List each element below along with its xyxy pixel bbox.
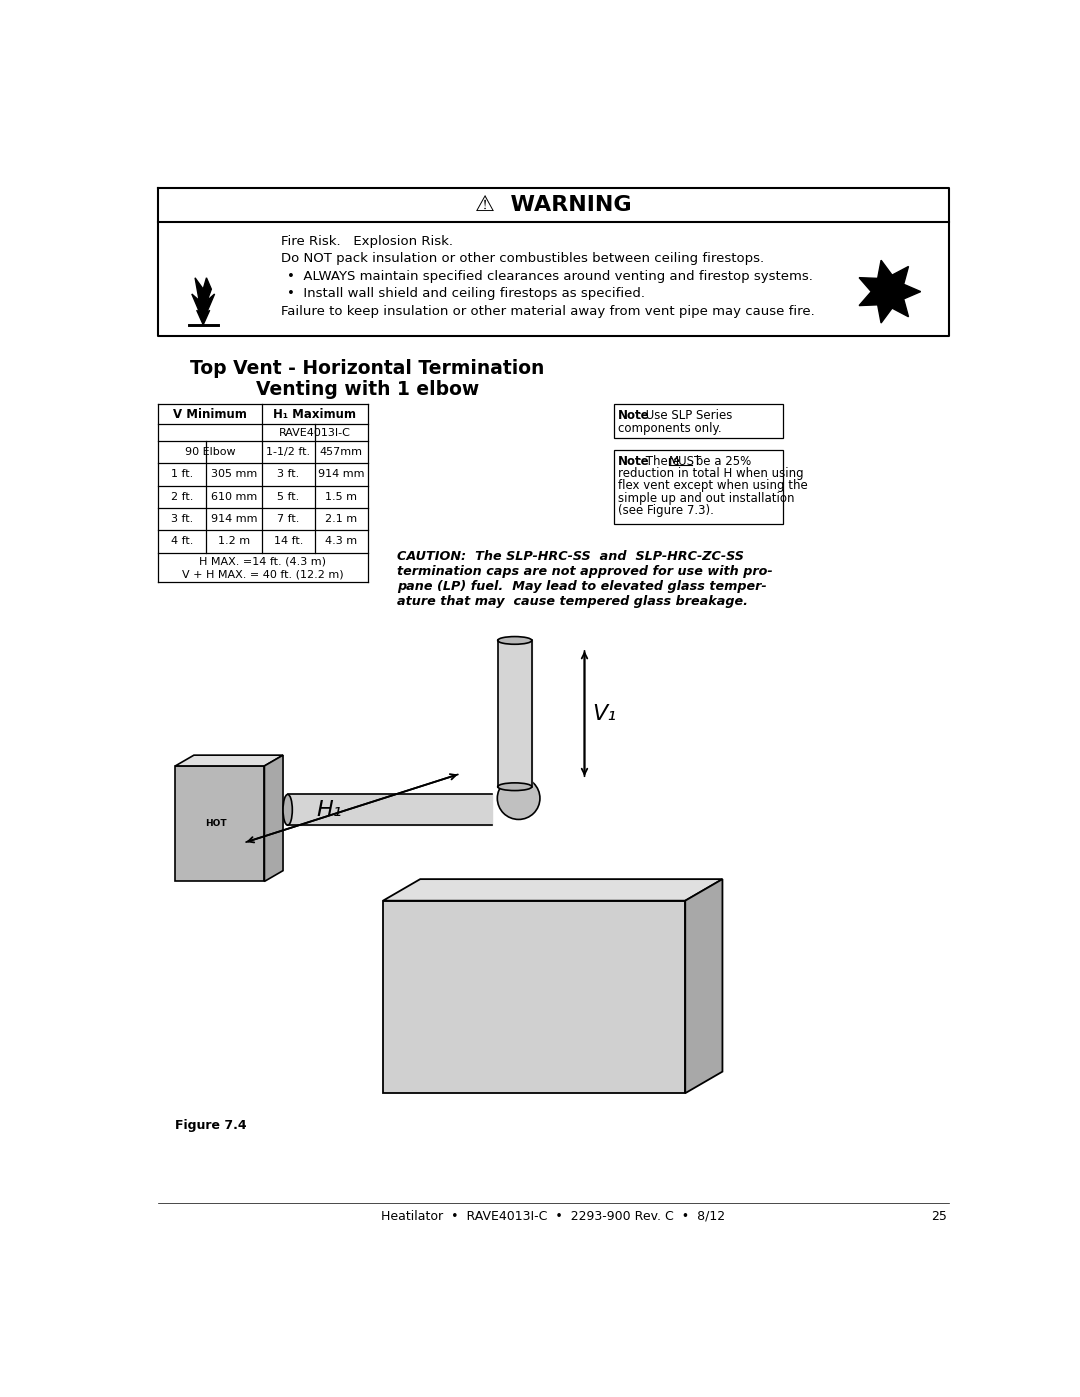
Text: HOT: HOT <box>205 819 227 828</box>
Text: Note: Note <box>618 455 649 468</box>
Text: 2 ft.: 2 ft. <box>171 492 193 502</box>
Text: : Use SLP Series: : Use SLP Series <box>638 409 732 422</box>
Text: Fire Risk.   Explosion Risk.: Fire Risk. Explosion Risk. <box>281 235 453 247</box>
Polygon shape <box>192 278 215 324</box>
Text: Failure to keep insulation or other material away from vent pipe may cause fire.: Failure to keep insulation or other mate… <box>281 306 814 319</box>
Text: Note: Note <box>618 409 649 422</box>
Text: Do NOT pack insulation or other combustibles between ceiling firestops.: Do NOT pack insulation or other combusti… <box>281 251 764 264</box>
Text: H₁ Maximum: H₁ Maximum <box>273 408 356 420</box>
Text: MUST: MUST <box>669 455 702 468</box>
Polygon shape <box>383 901 685 1094</box>
Text: reduction in total H when using: reduction in total H when using <box>618 467 804 481</box>
Ellipse shape <box>498 637 531 644</box>
Polygon shape <box>685 879 723 1094</box>
Text: 1 ft.: 1 ft. <box>171 469 193 479</box>
Text: •  Install wall shield and ceiling firestops as specified.: • Install wall shield and ceiling firest… <box>287 286 645 300</box>
Text: 14 ft.: 14 ft. <box>273 536 303 546</box>
Polygon shape <box>859 260 920 323</box>
Text: V + H MAX. = 40 ft. (12.2 m): V + H MAX. = 40 ft. (12.2 m) <box>183 569 343 580</box>
Ellipse shape <box>498 782 531 791</box>
Text: 3 ft.: 3 ft. <box>278 469 299 479</box>
Polygon shape <box>383 879 723 901</box>
Text: components only.: components only. <box>618 422 721 434</box>
Text: 914 mm: 914 mm <box>211 514 257 524</box>
Text: V Minimum: V Minimum <box>173 408 247 420</box>
Text: Heatilator  •  RAVE4013I-C  •  2293-900 Rev. C  •  8/12: Heatilator • RAVE4013I-C • 2293-900 Rev.… <box>381 1210 726 1222</box>
Text: : There: : There <box>638 455 684 468</box>
Text: 3 ft.: 3 ft. <box>171 514 193 524</box>
Text: •  ALWAYS maintain specified clearances around venting and firestop systems.: • ALWAYS maintain specified clearances a… <box>287 270 813 284</box>
Text: 1.5 m: 1.5 m <box>325 492 357 502</box>
Text: flex vent except when using the: flex vent except when using the <box>618 479 808 493</box>
Text: Top Vent - Horizontal Termination: Top Vent - Horizontal Termination <box>190 359 544 379</box>
Polygon shape <box>265 756 283 882</box>
Text: 25: 25 <box>931 1210 947 1222</box>
Text: 90 Elbow: 90 Elbow <box>185 447 235 457</box>
Text: 5 ft.: 5 ft. <box>278 492 299 502</box>
Text: Venting with 1 elbow: Venting with 1 elbow <box>256 380 480 400</box>
Text: H₁: H₁ <box>316 800 341 820</box>
Ellipse shape <box>497 777 540 820</box>
Text: ⚠  WARNING: ⚠ WARNING <box>475 196 632 215</box>
Text: 1-1/2 ft.: 1-1/2 ft. <box>267 447 311 457</box>
Text: 7 ft.: 7 ft. <box>278 514 299 524</box>
Polygon shape <box>175 756 283 766</box>
Text: 1.2 m: 1.2 m <box>218 536 251 546</box>
Text: 914 mm: 914 mm <box>318 469 364 479</box>
Ellipse shape <box>283 795 293 826</box>
Text: 2.1 m: 2.1 m <box>325 514 357 524</box>
Text: 610 mm: 610 mm <box>211 492 257 502</box>
FancyBboxPatch shape <box>613 450 783 524</box>
Polygon shape <box>175 766 265 882</box>
Text: Figure 7.4: Figure 7.4 <box>175 1119 247 1132</box>
Text: 4.3 m: 4.3 m <box>325 536 357 546</box>
Text: 305 mm: 305 mm <box>211 469 257 479</box>
Text: RAVE4013I-C: RAVE4013I-C <box>279 427 351 437</box>
Text: V₁: V₁ <box>592 704 617 724</box>
Text: 4 ft.: 4 ft. <box>171 536 193 546</box>
Text: 457mm: 457mm <box>320 447 363 457</box>
FancyBboxPatch shape <box>613 404 783 437</box>
Text: CAUTION:  The SLP-HRC-SS  and  SLP-HRC-ZC-SS
termination caps are not approved f: CAUTION: The SLP-HRC-SS and SLP-HRC-ZC-S… <box>397 550 772 608</box>
Text: simple up and out installation: simple up and out installation <box>618 492 794 504</box>
Text: be a 25%: be a 25% <box>692 455 752 468</box>
Text: (see Figure 7.3).: (see Figure 7.3). <box>618 504 714 517</box>
Text: H MAX. =14 ft. (4.3 m): H MAX. =14 ft. (4.3 m) <box>200 557 326 567</box>
